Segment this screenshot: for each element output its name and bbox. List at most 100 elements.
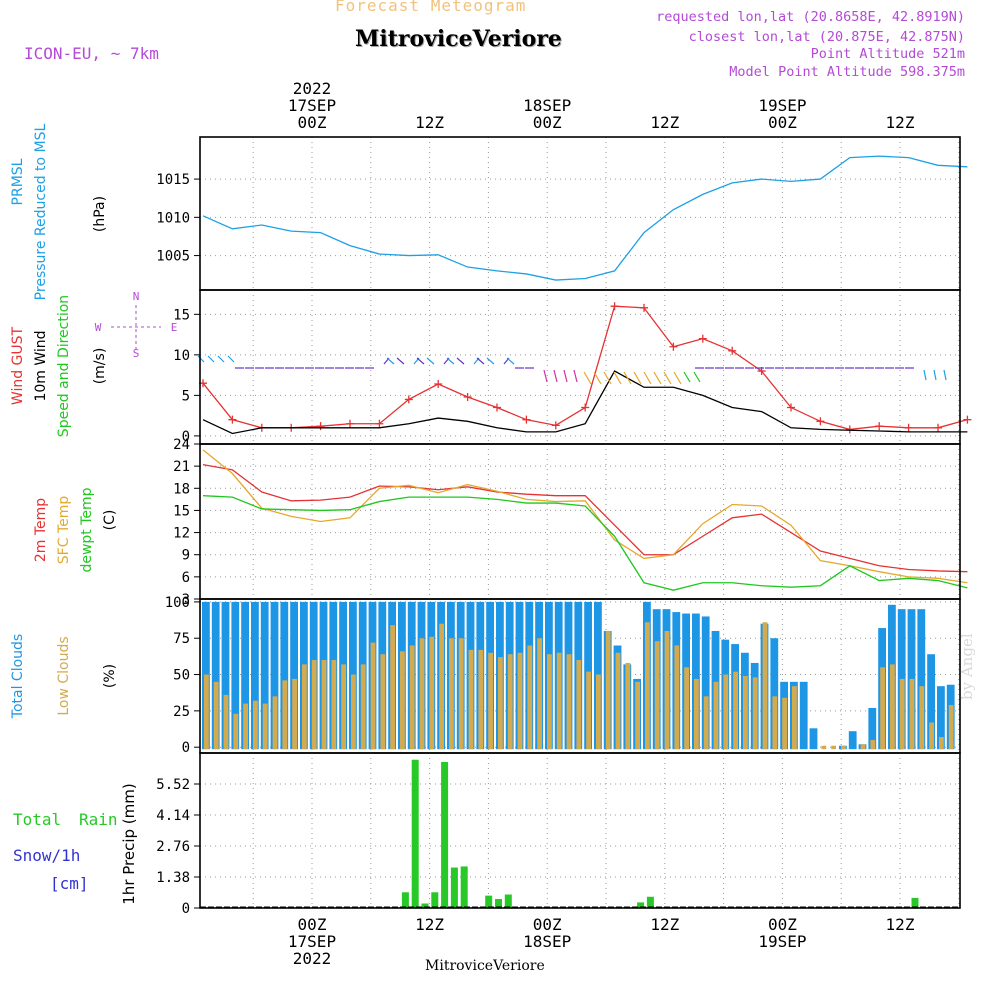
- panel-frame: [199, 289, 961, 445]
- low-cloud-bar: [703, 696, 709, 750]
- gust-marker: [346, 419, 354, 428]
- time-label-bottom: 00Z: [768, 915, 797, 934]
- time-label-bottom: 18SEP: [523, 932, 571, 951]
- tick-label: 15: [173, 503, 190, 519]
- wind-direction-arrow: [683, 371, 691, 383]
- low-cloud-bar: [262, 703, 268, 750]
- wind10-line: [202, 370, 968, 435]
- low-cloud-bar: [752, 677, 758, 750]
- time-label-top: 2022: [293, 79, 332, 98]
- closest-coords: closest lon,lat (20.875E, 42.875N): [688, 29, 965, 45]
- low-cloud-bar: [860, 744, 866, 750]
- precip-bar: [646, 896, 654, 908]
- low-cloud-bar: [517, 652, 523, 750]
- low-cloud-bar: [478, 649, 484, 750]
- low-cloud-bar: [498, 657, 503, 750]
- time-label-top: 19SEP: [758, 96, 806, 115]
- wind-direction-arrow: [217, 355, 225, 363]
- time-label-top: 17SEP: [288, 96, 336, 115]
- low-cloud-bar: [223, 694, 229, 750]
- low-cloud-bar: [204, 674, 209, 750]
- low-cloud-bar: [723, 674, 729, 750]
- low-cloud-bar: [733, 671, 738, 750]
- low-cloud-bar: [890, 664, 895, 750]
- time-label-bottom: 12Z: [650, 915, 679, 934]
- time-label-bottom: 00Z: [533, 915, 562, 934]
- total-cloud-bar: [270, 601, 279, 750]
- wind-direction-arrow: [943, 369, 947, 381]
- low-cloud-bar: [586, 671, 591, 750]
- tick-label: 9: [182, 548, 190, 564]
- time-label-bottom: 12Z: [886, 915, 915, 934]
- gust-axis-title: Wind GUST: [10, 326, 26, 405]
- wind-direction-arrow: [573, 369, 578, 383]
- wind-direction-arrow: [623, 371, 632, 385]
- low-cloud-bar: [772, 696, 778, 750]
- time-label-bottom: 19SEP: [758, 932, 806, 951]
- low-cloud-bar: [880, 667, 885, 750]
- precip-bar: [431, 892, 439, 908]
- time-label-bottom: 12Z: [415, 915, 444, 934]
- compass-n: N: [133, 290, 140, 303]
- tick-label: 2.76: [156, 839, 190, 855]
- gust-marker: [463, 392, 472, 401]
- gust-marker: [522, 415, 531, 424]
- precip-bar: [411, 759, 419, 908]
- tick-label: 5: [182, 388, 190, 404]
- low-cloud-bar: [380, 654, 386, 750]
- temp2m-line: [202, 464, 968, 573]
- credit-watermark: by Angel: [958, 633, 976, 700]
- model-altitude: Model Point Altitude 598.375m: [729, 64, 965, 80]
- gust-marker: [875, 422, 884, 431]
- wind-direction-arrow: [923, 369, 927, 381]
- compass-s: S: [133, 347, 140, 360]
- low-cloud-bar: [547, 654, 552, 750]
- gust-marker: [698, 334, 707, 343]
- wind-direction-arrow: [933, 369, 937, 381]
- total-cloud-bar: [848, 731, 857, 750]
- total-cloud-bar: [231, 601, 240, 750]
- gust-marker: [640, 303, 648, 312]
- low-cloud-bar: [537, 638, 542, 750]
- wind-axis-unit: (m/s): [92, 348, 108, 385]
- gust-marker: [375, 419, 384, 428]
- precip-axis-title: 1hr Precip (mm): [120, 783, 138, 904]
- low-cloud-bar: [400, 651, 405, 750]
- wind-direction-arrow: [613, 371, 622, 385]
- low-cloud-bar: [576, 660, 582, 750]
- tick-label: 15: [173, 307, 190, 323]
- total-cloud-bar: [280, 601, 289, 750]
- tick-label: 1005: [156, 249, 190, 265]
- gust-marker: [934, 423, 942, 432]
- time-label-top: 00Z: [533, 113, 562, 132]
- wind-direction-arrow: [396, 357, 405, 365]
- precip-bar: [637, 902, 645, 908]
- gust-marker: [610, 302, 619, 311]
- gust-marker: [904, 423, 913, 432]
- time-label-bottom: 17SEP: [288, 932, 336, 951]
- low-cloud-bar: [272, 696, 278, 750]
- tick-label: 100: [165, 595, 190, 611]
- low-cloud-bar: [213, 681, 219, 750]
- legend-rain: Rain: [79, 810, 118, 829]
- low-cloud-bar: [909, 678, 915, 750]
- precip-bar: [495, 899, 502, 908]
- total-cloud-bar: [917, 609, 926, 750]
- gust-marker: [963, 415, 972, 424]
- tick-label: 10: [173, 348, 190, 364]
- low-cloud-bar: [899, 678, 905, 750]
- low-cloud-bar: [684, 667, 689, 750]
- low-cloud-bar: [596, 674, 601, 750]
- total-cloud-bar: [290, 601, 298, 750]
- tick-label: 1010: [156, 210, 190, 226]
- clouds-axis-unit: (%): [102, 664, 118, 688]
- low-cloud-bar: [468, 649, 474, 750]
- low-cloud-bar: [870, 739, 876, 750]
- low-cloud-bar: [919, 686, 925, 750]
- precip-bar: [401, 892, 409, 908]
- low-cloud-bar: [762, 622, 768, 750]
- precip-bar: [460, 866, 468, 908]
- low-cloud-bar: [831, 745, 836, 750]
- station-title: MitroviceVeriore: [355, 26, 562, 52]
